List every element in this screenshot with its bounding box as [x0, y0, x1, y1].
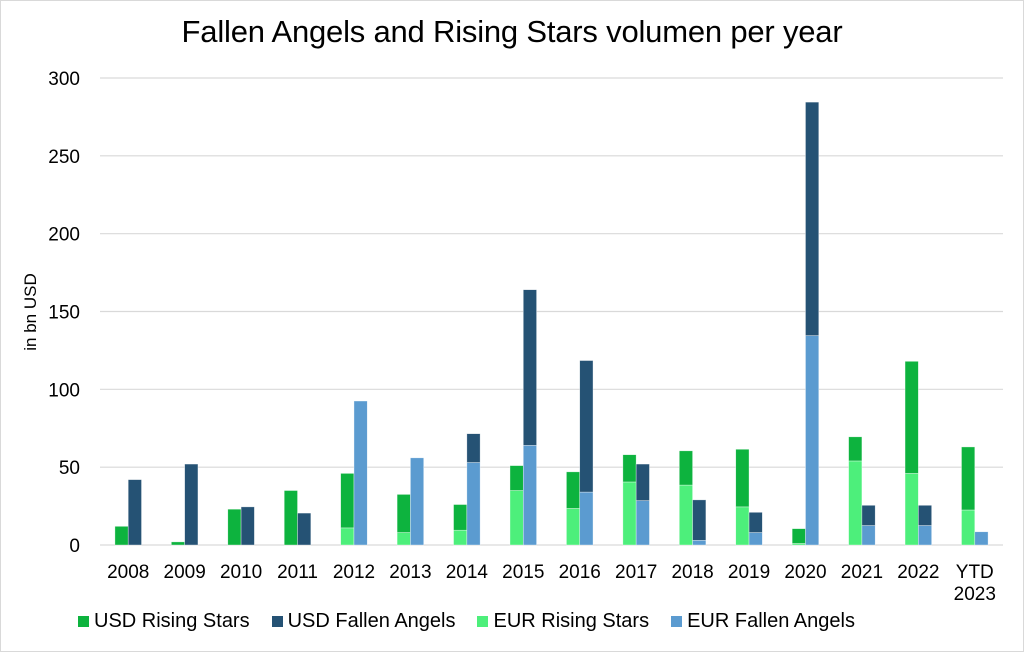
bar-eur-fallen-angels-2013 [410, 457, 425, 546]
legend-item-eur-fallen-angels: EUR Fallen Angels [671, 610, 855, 633]
bar-usd-rising-stars-2008 [114, 526, 129, 546]
bar-usd-fallen-angels-2015 [522, 289, 537, 446]
y-tick-label: 50 [59, 458, 80, 479]
legend-item-usd-rising-stars: USD Rising Stars [78, 610, 250, 633]
bar-usd-rising-stars-2013 [396, 494, 411, 533]
bar-eur-rising-stars-2021 [848, 460, 863, 546]
x-tick-label: 2023 [954, 584, 996, 605]
bar-eur-fallen-angels-2016 [579, 491, 594, 546]
chart-title: Fallen Angels and Rising Stars volumen p… [181, 14, 843, 49]
bar-usd-fallen-angels-2014 [466, 433, 481, 463]
bar-eur-fallen-angels-2015 [522, 445, 537, 546]
bar-eur-rising-stars-ytd-2023 [961, 509, 976, 546]
bar-usd-fallen-angels-2011 [297, 512, 312, 546]
x-tick-label: 2018 [671, 562, 713, 583]
bar-eur-fallen-angels-2019 [748, 532, 763, 546]
bar-usd-rising-stars-2021 [848, 436, 863, 462]
bar-usd-fallen-angels-2017 [635, 463, 650, 501]
bar-eur-fallen-angels-ytd-2023 [974, 531, 989, 546]
y-tick-label: 300 [48, 69, 80, 90]
x-tick-label: YTD [956, 562, 994, 583]
bar-eur-rising-stars-2017 [622, 481, 637, 546]
legend-label: USD Rising Stars [94, 610, 250, 632]
x-tick-label: 2011 [277, 562, 318, 583]
bar-usd-rising-stars-2015 [509, 465, 524, 491]
bar-eur-rising-stars-2022 [904, 473, 919, 546]
x-tick-label: 2017 [615, 562, 657, 583]
x-tick-label: 2013 [389, 562, 431, 583]
legend-item-usd-fallen-angels: USD Fallen Angels [271, 610, 456, 633]
bar-eur-rising-stars-2012 [340, 527, 355, 546]
bar-usd-fallen-angels-2018 [692, 499, 707, 541]
y-tick-label: 100 [48, 380, 80, 401]
bar-usd-fallen-angels-2021 [861, 505, 876, 526]
bar-usd-rising-stars-2012 [340, 473, 355, 529]
x-tick-label: 2016 [559, 562, 601, 583]
bar-eur-fallen-angels-2020 [805, 335, 820, 546]
legend-swatch-eur-rising-stars [477, 616, 489, 627]
y-tick-label: 0 [69, 536, 80, 557]
bars [114, 101, 989, 546]
bar-usd-fallen-angels-2022 [918, 505, 932, 526]
legend-label: USD Fallen Angels [287, 610, 456, 632]
x-tick-label: 2020 [784, 562, 826, 583]
legend-swatch-eur-fallen-angels [671, 616, 683, 627]
bar-eur-rising-stars-2015 [509, 490, 524, 546]
x-axis-ticks: 2008 2009 2010 2011 2012 2013 2014 2015 2016 2017… [107, 562, 996, 605]
y-axis-label: in bn USD [21, 273, 40, 350]
bar-eur-fallen-angels-2022 [918, 525, 932, 546]
legend-swatch-usd-fallen-angels [271, 616, 283, 627]
bar-usd-fallen-angels-2009 [184, 463, 199, 546]
bar-usd-fallen-angels-2016 [579, 360, 594, 493]
bar-eur-rising-stars-2018 [678, 484, 693, 546]
y-axis-ticks: 0 50 100 150 200 250 300 [48, 69, 80, 557]
bar-eur-fallen-angels-2017 [635, 500, 650, 546]
y-tick-label: 250 [48, 147, 80, 168]
bar-usd-rising-stars-2018 [678, 450, 693, 486]
bar-usd-rising-stars-2019 [735, 448, 750, 508]
legend-swatch-usd-rising-stars [78, 616, 89, 627]
y-tick-label: 200 [48, 225, 80, 246]
bar-usd-rising-stars-2017 [622, 454, 637, 483]
x-tick-label: 2009 [164, 562, 206, 583]
x-tick-label: 2019 [728, 562, 770, 583]
bar-eur-rising-stars-2019 [735, 506, 750, 546]
x-tick-label: 2022 [897, 562, 939, 583]
bar-usd-rising-stars-2020 [791, 528, 806, 544]
bar-usd-rising-stars-2014 [453, 504, 468, 531]
bar-usd-fallen-angels-2020 [805, 101, 820, 336]
bar-usd-rising-stars-2010 [227, 508, 242, 546]
bar-eur-rising-stars-2016 [566, 508, 581, 546]
bar-usd-fallen-angels-2019 [748, 512, 763, 533]
bar-usd-rising-stars-2009 [171, 541, 185, 546]
bar-usd-fallen-angels-2008 [127, 479, 142, 546]
bar-usd-rising-stars-2011 [283, 490, 298, 546]
x-tick-label: 2008 [107, 562, 149, 583]
bar-eur-fallen-angels-2018 [692, 540, 707, 546]
bar-eur-rising-stars-2014 [453, 529, 468, 546]
legend: USD Rising Stars USD Fallen Angels EUR R… [78, 610, 877, 633]
x-tick-label: 2010 [220, 562, 262, 583]
legend-item-eur-rising-stars: EUR Rising Stars [477, 610, 649, 633]
x-tick-label: 2014 [446, 562, 489, 583]
x-tick-label: 2015 [502, 562, 544, 583]
bar-eur-rising-stars-2013 [396, 532, 411, 546]
bar-eur-fallen-angels-2012 [353, 400, 368, 546]
legend-label: EUR Fallen Angels [687, 610, 855, 632]
bar-usd-rising-stars-2022 [904, 361, 919, 474]
bar-usd-rising-stars-ytd-2023 [961, 446, 976, 511]
bar-usd-rising-stars-2016 [566, 471, 581, 509]
bar-eur-fallen-angels-2014 [466, 462, 481, 546]
bar-usd-fallen-angels-2010 [240, 506, 255, 546]
bar-eur-fallen-angels-2021 [861, 525, 876, 546]
legend-label: EUR Rising Stars [493, 610, 650, 632]
x-tick-label: 2012 [333, 562, 375, 583]
x-tick-label: 2021 [841, 562, 883, 583]
y-tick-label: 150 [48, 303, 80, 324]
gridlines [100, 77, 1003, 546]
